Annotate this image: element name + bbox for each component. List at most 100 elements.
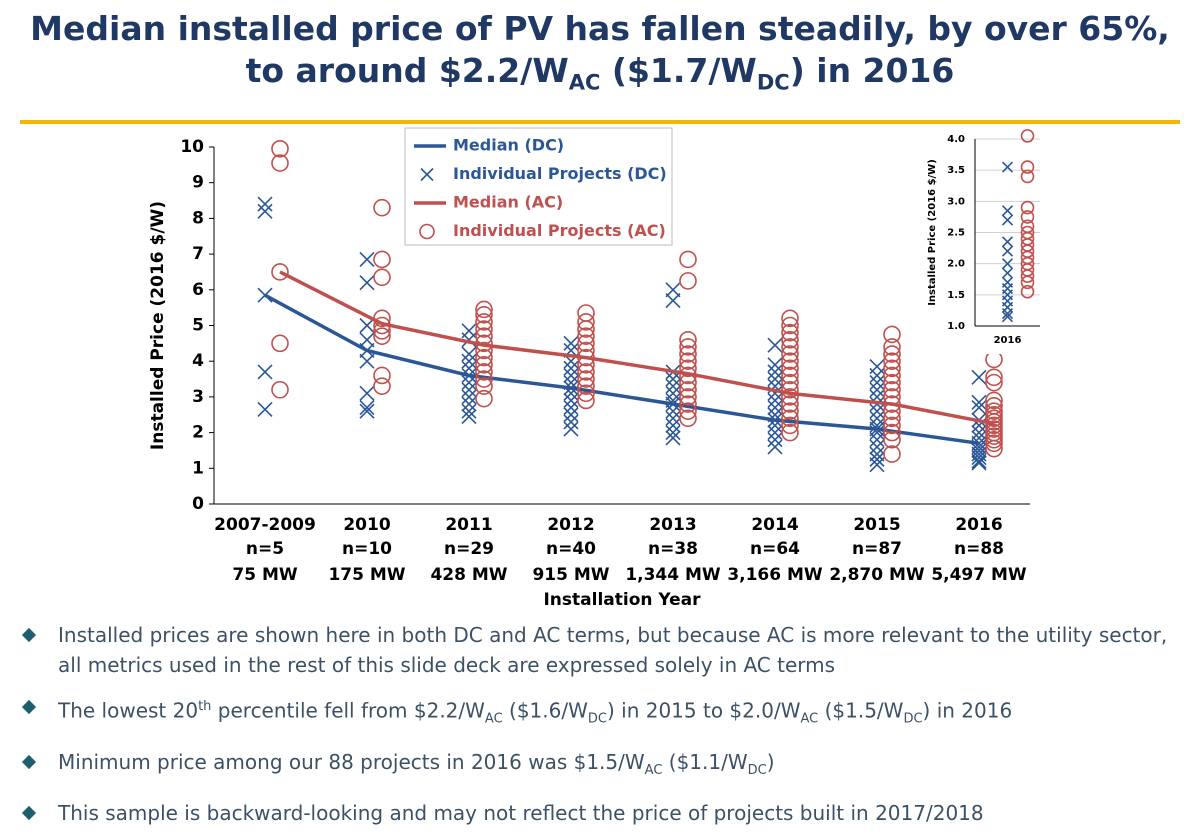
project-marker: [883, 325, 901, 344]
project-marker: [359, 403, 375, 419]
project-marker: [971, 394, 987, 410]
project-marker: [883, 373, 901, 392]
median-line: [264, 293, 980, 446]
legend-label: Median (AC): [453, 193, 563, 212]
bullet: This sample is backward-looking and may …: [20, 798, 1190, 828]
project-marker: [883, 352, 901, 371]
inset-frame: [923, 127, 1048, 354]
project-marker: [781, 380, 799, 399]
project-marker: [971, 442, 987, 459]
project-marker: [781, 416, 799, 435]
project-marker: [271, 139, 289, 158]
project-marker: [971, 439, 987, 455]
bullet: Installed prices are shown here in both …: [20, 620, 1190, 680]
project-marker: [563, 380, 579, 396]
project-marker: [1001, 236, 1014, 248]
x-tick-capacity: 2,870 MW: [829, 565, 925, 585]
project-marker: [665, 385, 681, 401]
project-marker: [373, 322, 391, 340]
project-marker: [781, 338, 799, 356]
project-marker: [665, 425, 681, 441]
project-marker: [679, 402, 697, 420]
project-marker: [971, 453, 987, 469]
project-marker: [971, 400, 987, 416]
project-marker: [767, 407, 783, 423]
legend-swatch: [419, 223, 435, 240]
project-marker: [869, 382, 885, 398]
project-marker: [257, 203, 273, 219]
median-line: [279, 270, 995, 426]
project-marker: [257, 401, 273, 417]
project-marker: [577, 391, 595, 410]
y-tick-label: 4.0: [947, 134, 965, 145]
y-tick-label: 8: [192, 208, 204, 228]
text-run: DC: [756, 70, 790, 95]
project-marker: [373, 366, 391, 385]
project-marker: [767, 432, 783, 448]
project-marker: [971, 369, 987, 385]
project-marker: [1020, 210, 1035, 224]
project-marker: [985, 391, 1003, 410]
project-marker: [767, 417, 783, 434]
y-tick-label: 4: [192, 351, 204, 371]
x-tick-label: 2016: [994, 335, 1022, 346]
text-run: AC: [484, 711, 503, 727]
x-tick-count: n=64: [750, 539, 800, 559]
project-marker: [767, 337, 783, 353]
text-run: AC: [568, 70, 601, 95]
project-marker: [563, 375, 579, 391]
project-marker: [563, 414, 579, 430]
project-marker: [1001, 245, 1014, 257]
project-marker: [373, 250, 391, 269]
project-marker: [1001, 205, 1014, 217]
project-marker: [781, 309, 799, 328]
project-marker: [257, 364, 273, 380]
text-run: Installed prices are shown here in both …: [58, 623, 1168, 677]
y-axis-label: Installed Price (2016 $/W): [148, 201, 168, 450]
x-tick-capacity: 428 MW: [430, 565, 507, 585]
project-marker: [475, 313, 493, 331]
project-marker: [883, 409, 901, 428]
project-marker: [985, 439, 1003, 458]
project-marker: [475, 334, 493, 353]
x-tick-label: 2012: [547, 515, 594, 535]
project-marker: [869, 410, 885, 426]
project-marker: [869, 425, 885, 441]
legend-label: Individual Projects (DC): [453, 164, 667, 183]
project-marker: [883, 366, 901, 385]
project-marker: [461, 408, 477, 425]
project-marker: [985, 373, 1003, 392]
x-tick-label: 2013: [649, 515, 696, 535]
project-marker: [563, 367, 579, 384]
y-tick-label: 6: [192, 280, 204, 300]
project-marker: [1020, 275, 1035, 290]
project-marker: [1020, 269, 1035, 283]
project-marker: [1020, 169, 1035, 184]
project-marker: [475, 327, 493, 346]
project-marker: [679, 272, 697, 290]
project-marker: [271, 154, 289, 172]
x-tick-count: n=5: [246, 539, 284, 559]
text-run: th: [198, 699, 212, 714]
x-tick-count: n=10: [342, 539, 392, 559]
project-marker: [781, 316, 799, 335]
project-marker: [577, 355, 595, 374]
project-marker: [985, 434, 1003, 453]
project-marker: [781, 366, 799, 385]
project-marker: [271, 263, 289, 281]
text-run: DC: [747, 762, 767, 778]
project-marker: [359, 385, 375, 401]
project-marker: [577, 313, 595, 331]
project-marker: [679, 250, 697, 269]
project-marker: [767, 392, 783, 409]
project-marker: [475, 355, 493, 374]
project-marker: [359, 317, 375, 334]
title-line: Median installed price of PV has fallen …: [0, 8, 1200, 50]
y-tick-label: 3.5: [947, 165, 965, 176]
x-tick-capacity: 5,497 MW: [931, 565, 1027, 585]
text-run: This sample is backward-looking and may …: [58, 800, 984, 825]
project-marker: [679, 359, 697, 378]
y-tick-label: 0: [192, 494, 204, 514]
project-marker: [869, 457, 885, 473]
text-run: to around $2.2/W: [245, 51, 569, 90]
